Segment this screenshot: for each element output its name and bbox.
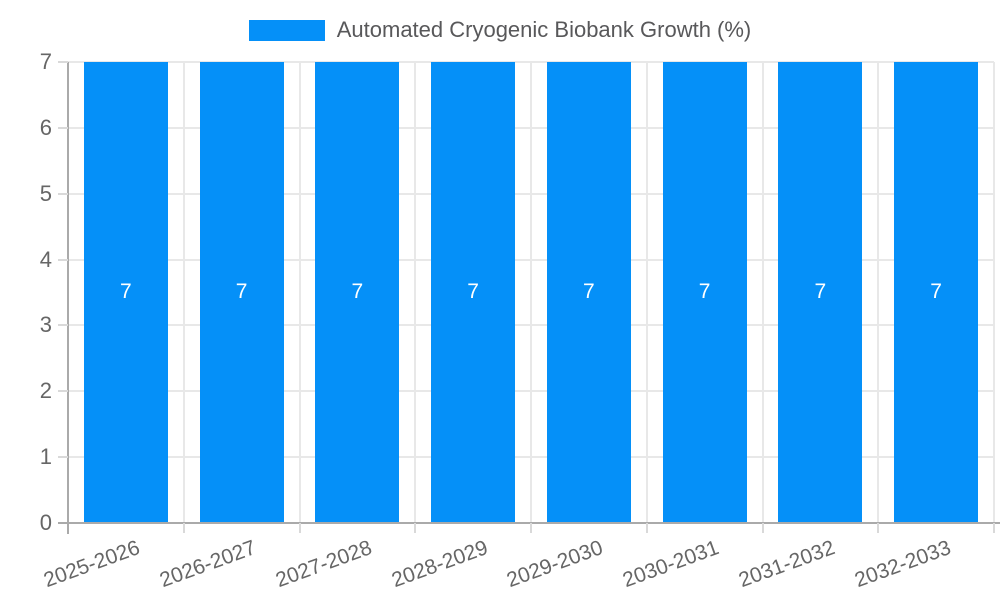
bar[interactable]: 7 <box>778 62 863 523</box>
x-tick-mark <box>530 523 532 533</box>
legend-swatch-icon <box>248 19 325 41</box>
bar-value-label: 7 <box>120 279 132 303</box>
x-tick-mark <box>645 523 648 533</box>
x-tick-label: 2030-2031 <box>619 536 723 593</box>
bar-value-label: 7 <box>235 279 248 303</box>
y-tick-mark <box>58 61 68 63</box>
bar-value-label: 7 <box>583 279 595 303</box>
y-tick-mark <box>58 258 68 261</box>
bar-value-label: 7 <box>467 279 479 303</box>
y-tick-label: 5 <box>39 180 52 206</box>
x-axis-line <box>58 522 1000 524</box>
y-tick-label: 6 <box>39 114 52 140</box>
bar-value-label: 7 <box>698 279 711 303</box>
bar[interactable]: 7 <box>199 62 284 523</box>
chart-legend[interactable]: Automated Cryogenic Biobank Growth (%) <box>0 17 1000 43</box>
x-tick-mark <box>298 523 301 533</box>
y-tick-mark <box>58 390 68 393</box>
y-tick-label: 3 <box>39 312 52 338</box>
y-tick-mark <box>58 192 68 195</box>
y-tick-mark <box>58 126 68 129</box>
y-tick-mark <box>58 324 68 327</box>
legend-label: Automated Cryogenic Biobank Growth (%) <box>336 17 752 42</box>
x-tick-mark <box>877 523 880 533</box>
bar[interactable]: 7 <box>431 62 516 523</box>
x-tick-mark <box>182 523 185 533</box>
v-gridline <box>530 62 532 523</box>
v-gridline <box>298 62 301 523</box>
y-tick-label: 2 <box>39 378 52 404</box>
bar[interactable]: 7 <box>662 62 747 523</box>
y-tick-label: 4 <box>39 246 52 272</box>
y-tick-label: 1 <box>39 444 52 470</box>
bar[interactable]: 7 <box>546 62 631 523</box>
bar-value-label: 7 <box>930 279 942 303</box>
x-tick-label: 2025-2026 <box>41 536 144 593</box>
v-gridline <box>877 62 880 523</box>
y-tick-label: 0 <box>39 510 52 535</box>
x-tick-mark <box>761 523 764 533</box>
x-tick-label: 2032-2033 <box>851 536 954 593</box>
bar[interactable]: 7 <box>315 62 400 523</box>
x-tick-label: 2029-2030 <box>504 536 607 593</box>
x-tick-label: 2027-2028 <box>272 536 375 593</box>
x-tick-mark <box>414 523 417 533</box>
v-gridline <box>761 62 764 523</box>
bar[interactable]: 7 <box>894 62 979 523</box>
bar[interactable]: 7 <box>83 62 168 523</box>
v-gridline <box>645 62 648 523</box>
plot-area: 7 7 7 7 7 7 7 7 <box>68 61 995 523</box>
v-gridline <box>182 62 185 523</box>
y-axis-line <box>67 62 69 534</box>
x-tick-mark <box>993 523 995 533</box>
v-gridline <box>414 62 417 523</box>
bar-value-label: 7 <box>814 279 827 303</box>
x-tick-label: 2028-2029 <box>388 536 491 593</box>
v-gridline <box>993 62 995 523</box>
x-tick-label: 2031-2032 <box>735 536 838 593</box>
bar-value-label: 7 <box>351 279 364 303</box>
x-tick-label: 2026-2027 <box>156 536 260 593</box>
y-tick-label: 7 <box>39 49 52 74</box>
y-tick-mark <box>58 456 68 459</box>
